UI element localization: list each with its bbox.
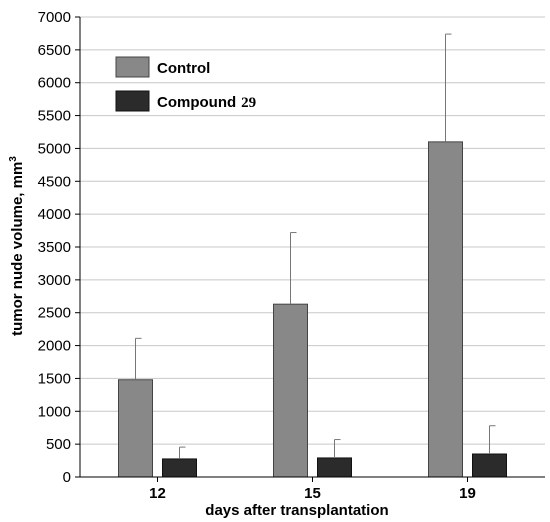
y-tick-label: 7000 xyxy=(38,9,71,26)
y-tick-label: 6000 xyxy=(38,75,71,92)
legend-label-compound: Compound 29 xyxy=(157,94,256,111)
x-axis-title: days after transplantation xyxy=(205,502,388,519)
y-tick-label: 2000 xyxy=(38,338,71,355)
y-tick-label: 3500 xyxy=(38,239,71,256)
legend-label-control: Control xyxy=(157,60,210,77)
y-tick-label: 6500 xyxy=(38,42,71,59)
legend-swatch-control xyxy=(115,56,150,78)
legend-label-compound-number: 29 xyxy=(241,95,256,111)
x-axis-ticks: 12 15 19 xyxy=(149,477,476,502)
legend-swatch-compound xyxy=(115,90,150,112)
bars xyxy=(118,141,507,478)
y-tick-label: 5000 xyxy=(38,140,71,157)
y-axis-title: tumor nude volume, mm3 xyxy=(8,156,26,336)
y-axis-title-superscript: 3 xyxy=(8,156,19,162)
bar-control-day-15 xyxy=(273,303,308,478)
y-tick-label: 0 xyxy=(63,469,71,486)
y-tick-label: 1000 xyxy=(38,403,71,420)
y-tick-label: 4000 xyxy=(38,206,71,223)
error-bars xyxy=(135,33,496,459)
x-tick-label: 12 xyxy=(149,485,166,502)
grid-lines xyxy=(80,16,545,445)
bar-control-day-19 xyxy=(428,141,463,478)
bar-compound-day-12 xyxy=(162,458,197,478)
x-tick-label: 15 xyxy=(304,485,321,502)
legend: Control Compound 29 xyxy=(115,56,256,112)
x-tick-label: 19 xyxy=(459,485,476,502)
y-tick-label: 2500 xyxy=(38,305,71,322)
y-axis-title-text: tumor nude volume, mm xyxy=(9,162,26,336)
bar-control-day-12 xyxy=(118,379,153,478)
y-tick-label: 3000 xyxy=(38,272,71,289)
y-tick-label: 5500 xyxy=(38,108,71,125)
y-tick-label: 1500 xyxy=(38,370,71,387)
y-axis-ticks: 0 500 1000 1500 2000 2500 3000 3500 4000 4500 5000… xyxy=(38,9,80,486)
y-tick-label: 4500 xyxy=(38,173,71,190)
legend-label-compound-text: Compound xyxy=(157,94,236,111)
bar-compound-day-15 xyxy=(317,457,352,478)
bar-compound-day-19 xyxy=(472,453,507,478)
y-tick-label: 500 xyxy=(46,436,71,453)
